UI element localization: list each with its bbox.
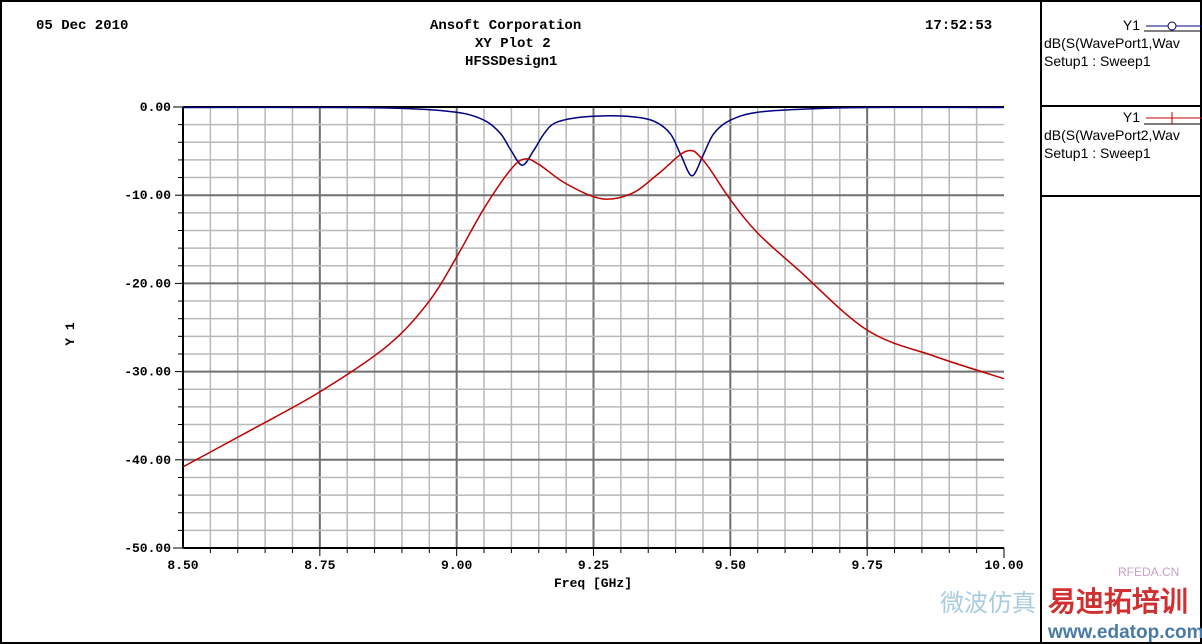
x-tick-label: 10.00 xyxy=(984,558,1023,573)
y-tick-label: -50.00 xyxy=(124,541,171,556)
legend-entry-s11[interactable]: Y1 dB(S(WavePort1,Wav Setup1 : Sweep1 xyxy=(1040,0,1202,107)
x-tick-label: 8.50 xyxy=(167,558,198,573)
legend-trace: dB(S(WavePort1,Wav xyxy=(1044,35,1180,51)
series-line-s11 xyxy=(182,106,1005,177)
cross-marker-icon xyxy=(1144,112,1202,125)
series-line-s21 xyxy=(182,149,1005,468)
y-tick-label: -40.00 xyxy=(124,453,171,468)
legend-axis: Y1 xyxy=(1122,109,1140,125)
legend-axis: Y1 xyxy=(1122,17,1140,33)
x-tick-label: 9.00 xyxy=(441,558,472,573)
legend-empty-area xyxy=(1040,195,1202,644)
y-tick-label: 0.00 xyxy=(140,100,171,115)
plot-title: XY Plot 2 xyxy=(475,36,551,52)
x-tick-label: 9.25 xyxy=(578,558,609,573)
y-tick-label: -10.00 xyxy=(124,188,171,203)
x-tick-label: 9.50 xyxy=(715,558,746,573)
y-axis-title: Y 1 xyxy=(63,322,78,346)
y-tick-label: -20.00 xyxy=(124,276,171,291)
legend-trace: dB(S(WavePort2,Wav xyxy=(1044,127,1180,143)
y-tick-label: -30.00 xyxy=(124,365,171,380)
plot-time: 17:52:53 xyxy=(925,18,993,34)
circle-marker-icon xyxy=(1144,21,1202,32)
legend-entry-s21[interactable]: Y1 dB(S(WavePort2,Wav Setup1 : Sweep1 xyxy=(1040,105,1202,197)
legend-setup: Setup1 : Sweep1 xyxy=(1044,53,1151,69)
x-tick-label: 9.75 xyxy=(852,558,883,573)
plot-date: 05 Dec 2010 xyxy=(36,18,129,34)
x-tick-label: 8.75 xyxy=(304,558,335,573)
legend-setup: Setup1 : Sweep1 xyxy=(1044,145,1151,161)
company-name: Ansoft Corporation xyxy=(430,18,582,34)
design-name: HFSSDesign1 xyxy=(465,54,558,70)
x-axis-title: Freq [GHz] xyxy=(554,576,632,591)
